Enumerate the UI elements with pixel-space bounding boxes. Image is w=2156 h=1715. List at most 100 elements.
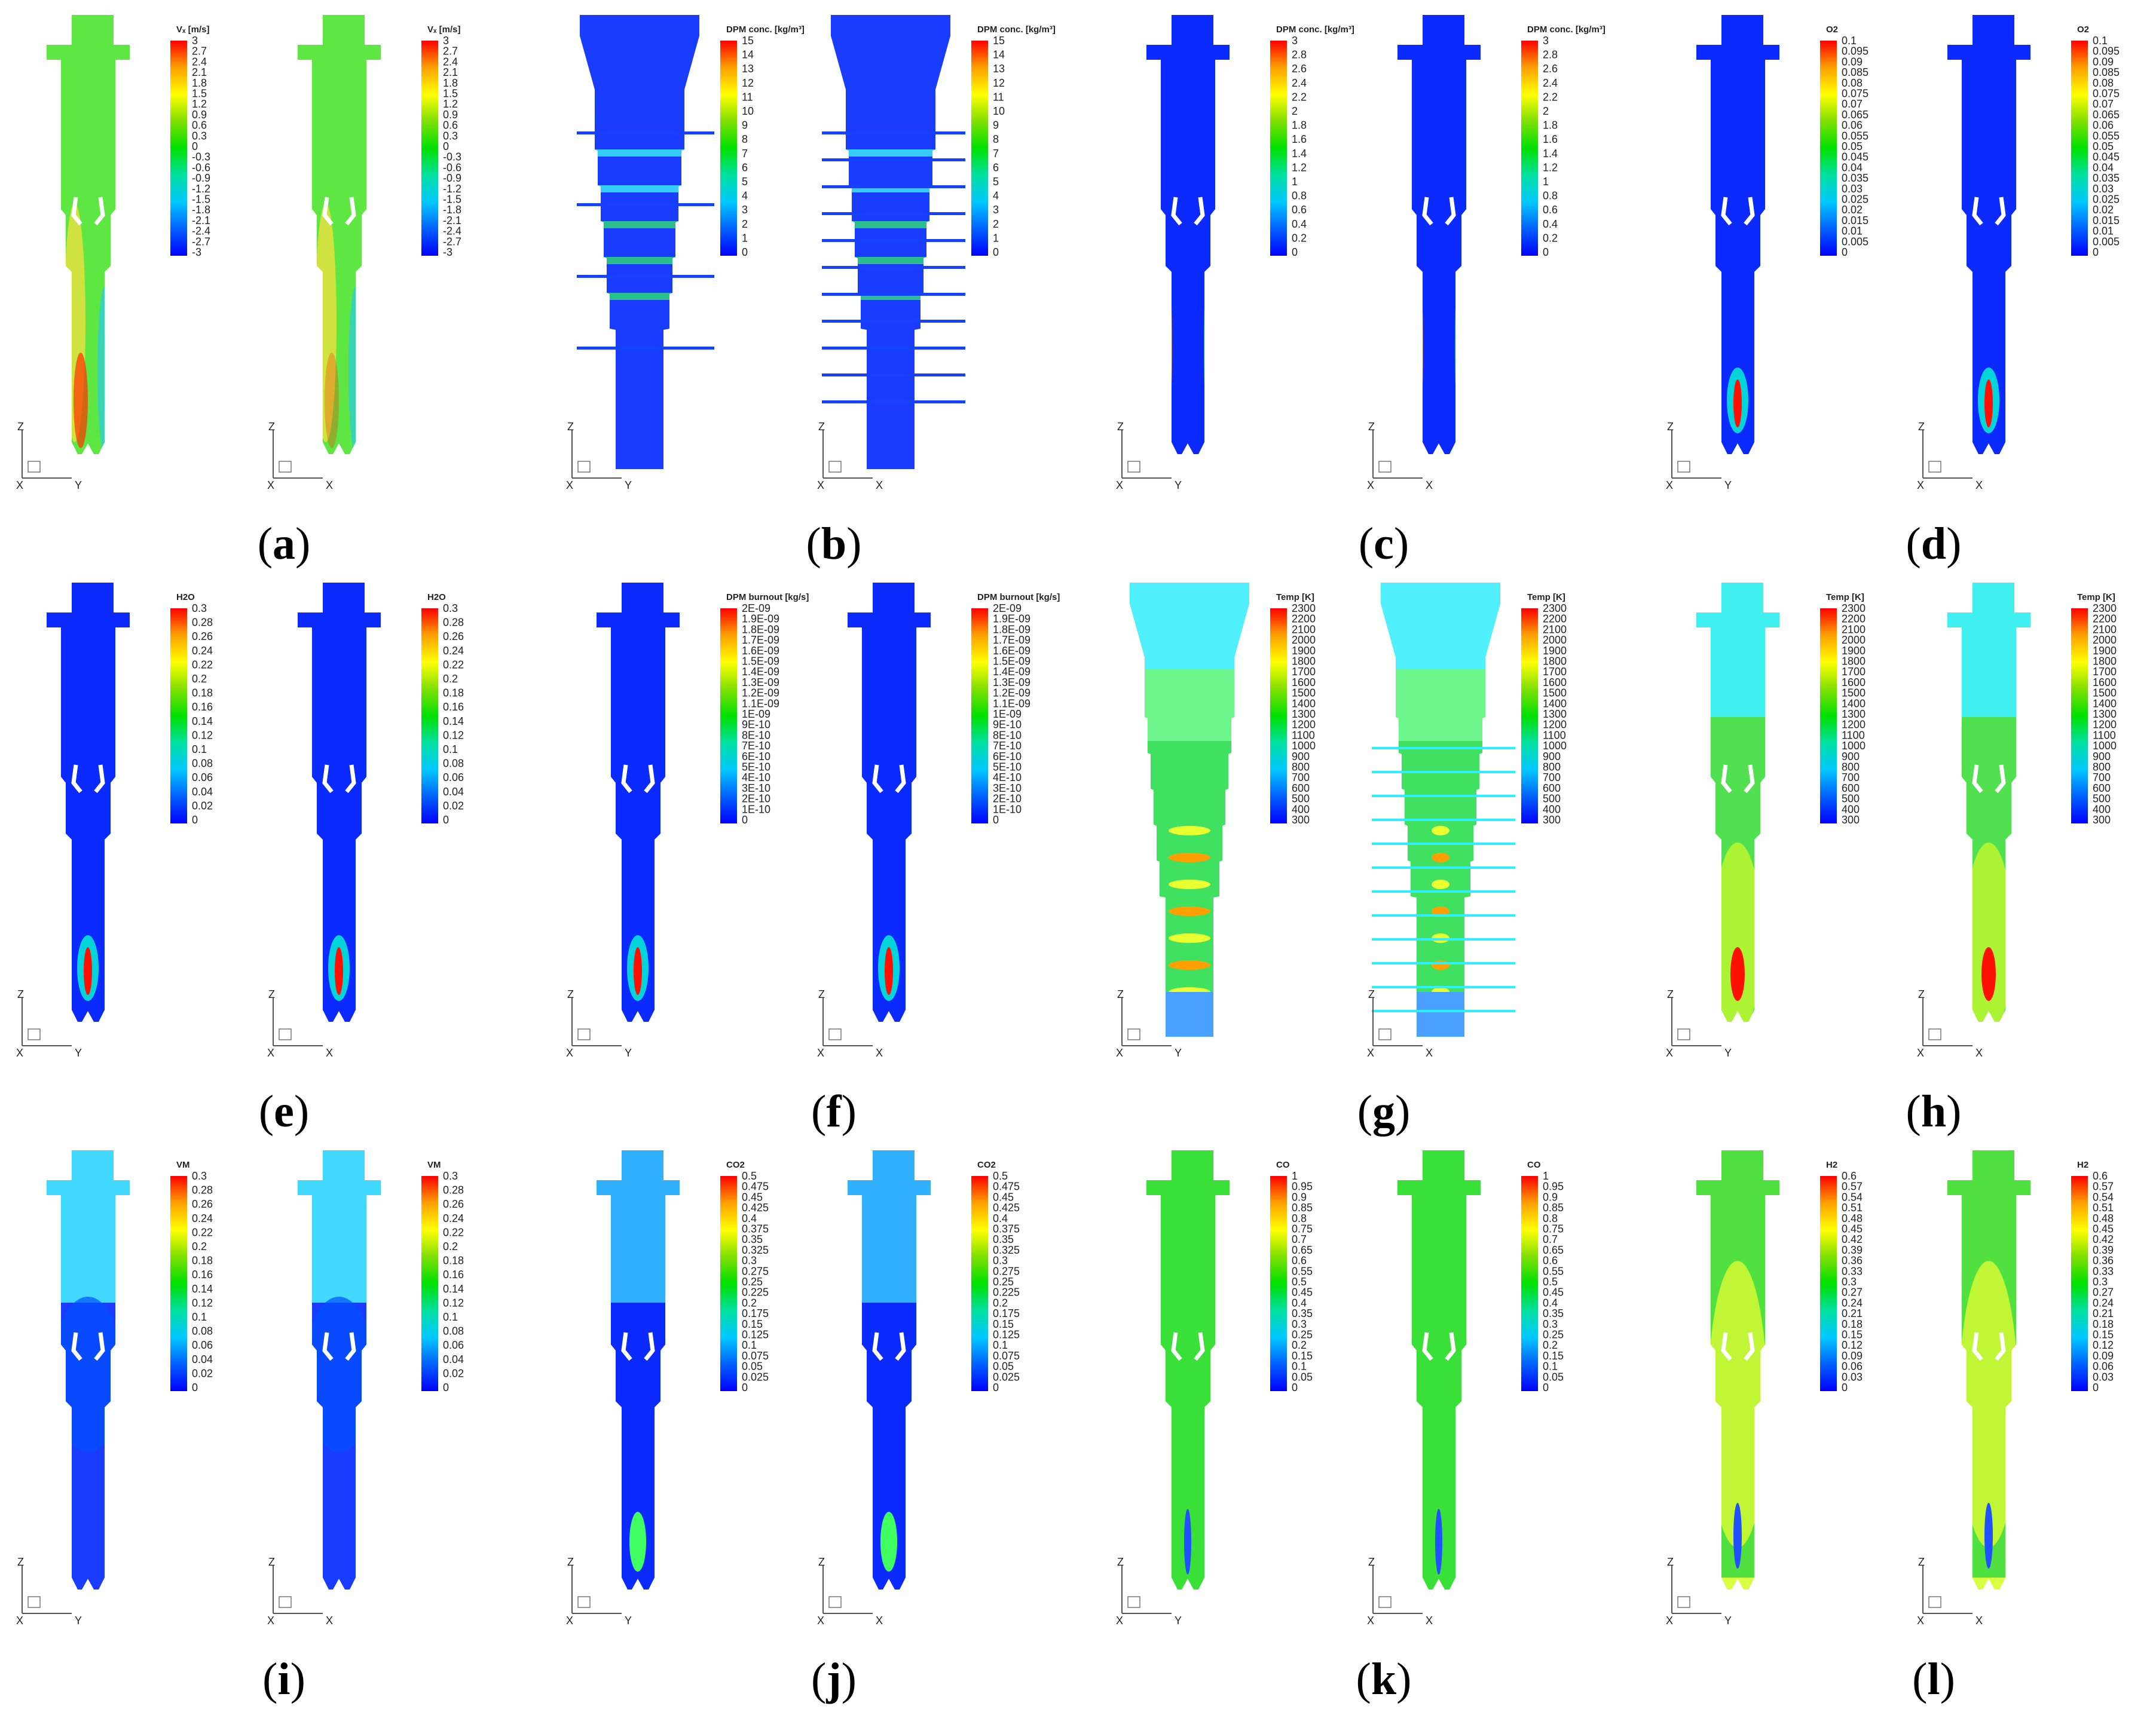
legend-tick-label: 0 — [192, 140, 198, 152]
panel-d: Z X Y O2 0.1 0.095 0.09 0.085 0.08 0.075 0.07 0.065… — [1665, 12, 2156, 580]
legend-tick-label: 0.48 — [2093, 1212, 2114, 1224]
axis-triad: Z X X — [1367, 988, 1433, 1059]
legend-tick-label: 500 — [1842, 793, 1860, 805]
legend-color-bar — [971, 1176, 988, 1391]
legend-tick-label: 0.85 — [1292, 1202, 1313, 1214]
legend-tick-label: 0.8 — [1543, 1212, 1558, 1224]
color-legend: DPM burnout [kg/s]2E-091.9E-091.8E-091.7… — [720, 592, 809, 826]
legend-tick-label: 15 — [742, 35, 754, 47]
legend-tick-label: 400 — [2093, 803, 2111, 815]
panel-letter: d — [1920, 519, 1947, 569]
legend-tick-label: 0.06 — [2093, 120, 2114, 131]
legend-tick-label: 0.14 — [192, 715, 213, 727]
legend-title: DPM burnout [kg/s] — [977, 592, 1060, 602]
axis-horizontal-label: X — [1426, 1615, 1433, 1627]
legend-tick-label: -1.8 — [192, 204, 210, 216]
axis-horizontal-label: X — [1426, 479, 1433, 491]
axis-triad: Z X X — [1917, 421, 1983, 491]
axis-x-label: X — [1917, 479, 1924, 491]
legend-tick-label: 0 — [443, 1382, 449, 1394]
domain-fill — [1146, 15, 1230, 454]
panel-b: Z X Y DPM conc. [kg/m³] 15 14 13 12 11 10 9 8 7 6 5 4 3 2… — [565, 12, 1103, 580]
legend-tick-label: 0.075 — [742, 1350, 769, 1362]
axis-horizontal-label: Y — [75, 479, 82, 491]
legend-tick-label: 0.09 — [2093, 1350, 2114, 1362]
legend-tick-label: 6 — [993, 161, 999, 173]
legend-tick-label: 1 — [1292, 1170, 1298, 1182]
legend-tick-label: 0.6 — [1842, 1170, 1857, 1182]
legend-tick-label: 1700 — [1842, 666, 1866, 678]
legend-tick-label: 0 — [2093, 246, 2099, 258]
legend-tick-label: 0.95 — [1543, 1181, 1564, 1193]
axis-x-label: X — [1666, 1615, 1673, 1627]
legend-tick-label: 1400 — [1292, 697, 1316, 709]
plot-view-y: Z X Y DPM burnout [kg/s] 2E-09 1.9E-09 1.8E-09… — [565, 580, 834, 1082]
legend-tick-label: 0 — [2093, 1382, 2099, 1394]
plot-view-x: Z X X CO2 0.5 0.475 0.45 0.425 0.4 0.375 0.35 0.325… — [816, 1147, 1085, 1649]
contour-plot — [47, 1150, 130, 1590]
legend-tick-label: 1.4 — [1543, 148, 1558, 160]
legend-tick-label: 1.7E-09 — [993, 634, 1030, 646]
legend-tick-label: 0.48 — [1842, 1212, 1863, 1224]
legend-tick-label: -0.6 — [443, 161, 461, 173]
legend-tick-label: 0.3 — [192, 602, 207, 614]
legend-tick-label: 0.015 — [1842, 215, 1868, 226]
panel-caption: (e) — [258, 1086, 310, 1137]
legend-tick-label: 1.3E-09 — [742, 676, 779, 688]
contour-plot — [298, 15, 381, 454]
legend-tick-label: 1 — [1292, 176, 1298, 188]
legend-tick-label: 1 — [742, 232, 748, 244]
legend-tick-label: 3 — [1292, 35, 1298, 47]
plot-view-x: Z X X DPM conc. [kg/m³] 15 14 13 12 11 10 9 8 7 6 5 4 3 2… — [816, 12, 1085, 514]
legend-tick-label: 3 — [1543, 35, 1549, 47]
domain-fill — [597, 583, 680, 1022]
panel-caption: (f) — [811, 1086, 857, 1137]
axis-z-label: Z — [17, 988, 24, 1000]
axis-x-label: X — [267, 1615, 274, 1627]
legend-tick-label: 0.02 — [192, 800, 213, 811]
legend-tick-label: 0.02 — [2093, 204, 2114, 216]
legend-tick-label: 0.3 — [443, 130, 458, 142]
legend-tick-label: 600 — [2093, 782, 2111, 794]
legend-tick-label: 0.085 — [1842, 66, 1868, 78]
panel-f: Z X Y DPM burnout [kg/s] 2E-09 1.9E-09 1.8E-09… — [565, 580, 1103, 1147]
legend-tick-label: 0.1 — [1292, 1361, 1307, 1373]
legend-tick-label: 0.7 — [1543, 1233, 1558, 1245]
legend-color-bar — [421, 1176, 438, 1391]
legend-tick-label: 2.6 — [1292, 63, 1307, 75]
legend-tick-label: 1.2E-09 — [993, 687, 1030, 699]
legend-tick-label: 800 — [1292, 761, 1310, 773]
legend-tick-label: 0.24 — [443, 645, 464, 657]
legend-tick-label: 2.1 — [192, 66, 207, 78]
legend-tick-label: 0.04 — [443, 1353, 464, 1365]
contour-plot — [848, 1150, 931, 1590]
legend-tick-label: 0 — [192, 1382, 198, 1394]
axis-x-label: X — [1367, 1047, 1374, 1059]
legend-tick-label: 1.1E-09 — [742, 697, 779, 709]
legend-tick-label: 0.015 — [2093, 215, 2120, 226]
legend-tick-label: 0.125 — [742, 1329, 769, 1341]
legend-tick-label: -2.7 — [192, 235, 210, 247]
legend-tick-label: 0 — [742, 814, 748, 826]
legend-tick-label: 0.18 — [1842, 1318, 1863, 1330]
legend-tick-label: 0.06 — [1842, 1361, 1863, 1373]
legend-tick-label: 0.08 — [2093, 77, 2114, 89]
legend-tick-label: 1.7E-09 — [742, 634, 779, 646]
legend-tick-label: 0.04 — [192, 786, 213, 798]
legend-tick-label: 0.12 — [192, 1297, 213, 1309]
legend-tick-label: 1700 — [1543, 666, 1567, 678]
legend-tick-label: 0.15 — [1292, 1350, 1313, 1362]
legend-tick-label: 4 — [993, 190, 999, 202]
panel-j: Z X Y CO2 0.5 0.475 0.45 0.425 0.4 0.375 0.35 0.325… — [565, 1147, 1103, 1715]
contour-plot — [1947, 583, 2030, 1022]
legend-tick-label: 0.54 — [2093, 1191, 2114, 1203]
panel-caption: (g) — [1357, 1086, 1411, 1137]
axis-x-label: X — [1116, 1047, 1123, 1059]
legend-tick-label: 0.3 — [2093, 1276, 2108, 1288]
legend-tick-label: 0.02 — [1842, 204, 1863, 216]
contour-plot — [597, 1150, 680, 1590]
legend-tick-label: 0.5 — [1292, 1276, 1307, 1288]
legend-title: H2O — [427, 592, 446, 602]
legend-tick-label: 1000 — [2093, 740, 2117, 752]
